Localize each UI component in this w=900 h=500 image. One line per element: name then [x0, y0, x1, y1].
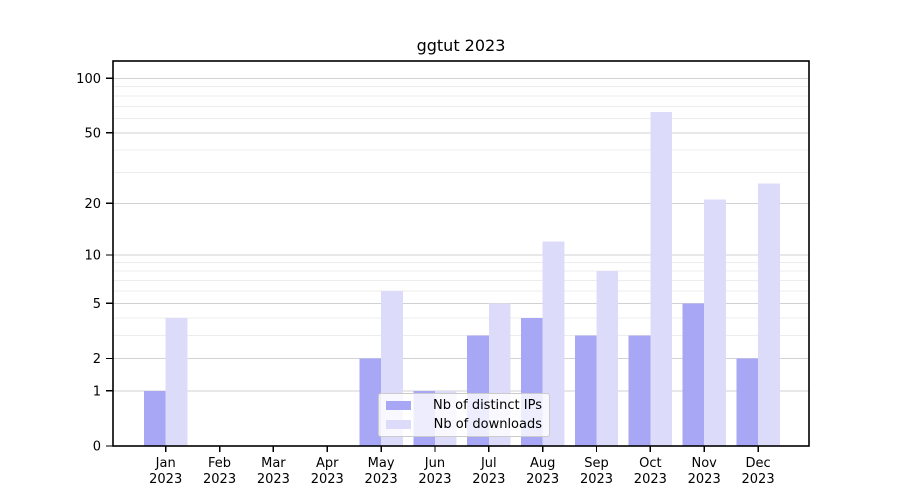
- x-tick-label-aug: Aug 2023: [526, 456, 559, 487]
- y-tick-label: 20: [84, 197, 101, 212]
- legend: Nb of distinct IPs Nb of downloads: [378, 393, 550, 437]
- y-tick-label: 1: [93, 384, 101, 399]
- bar-nov-distinct-ips: [682, 303, 705, 446]
- bar-oct-downloads: [650, 112, 673, 446]
- legend-swatch-distinct-ips-icon: [386, 401, 411, 411]
- y-tick-label: 50: [84, 126, 101, 141]
- bar-jan-distinct-ips: [144, 390, 166, 446]
- legend-swatch-downloads-icon: [386, 419, 411, 429]
- bar-oct-distinct-ips: [628, 335, 651, 446]
- legend-row-distinct-ips: Nb of distinct IPs: [386, 397, 542, 414]
- y-tick-label: 2: [93, 352, 101, 367]
- x-tick-label-feb: Feb 2023: [203, 456, 236, 487]
- bar-sep-distinct-ips: [574, 335, 597, 446]
- x-tick-label-jan: Jan 2023: [149, 456, 182, 487]
- x-tick-label-mar: Mar 2023: [257, 456, 290, 487]
- axes-frame: [112, 60, 810, 447]
- x-tick-label-jul: Jul 2023: [472, 456, 505, 487]
- y-tick-label: 10: [84, 248, 101, 263]
- y-tick-label: 100: [76, 72, 101, 87]
- x-tick-label-nov: Nov 2023: [688, 456, 721, 487]
- y-tick-label: 5: [93, 297, 101, 312]
- x-tick-label-apr: Apr 2023: [311, 456, 344, 487]
- bar-dec-downloads: [758, 183, 780, 447]
- x-tick-label-sep: Sep 2023: [580, 456, 613, 487]
- bar-may-distinct-ips: [359, 358, 382, 446]
- legend-label-distinct-ips: Nb of distinct IPs: [433, 398, 542, 414]
- chart-title: ggtut 2023: [417, 36, 506, 55]
- bar-jan-downloads: [165, 317, 188, 446]
- legend-row-downloads: Nb of downloads: [386, 416, 542, 433]
- x-tick-label-dec: Dec 2023: [742, 456, 775, 487]
- legend-label-downloads: Nb of downloads: [433, 416, 542, 432]
- x-tick-label-may: May 2023: [365, 456, 398, 487]
- bar-dec-distinct-ips: [736, 358, 759, 446]
- y-tick-label: 0: [93, 440, 101, 455]
- x-tick-label-jun: Jun 2023: [418, 456, 451, 487]
- x-tick-label-oct: Oct 2023: [634, 456, 667, 487]
- bar-sep-downloads: [596, 270, 619, 446]
- bar-nov-downloads: [704, 199, 726, 446]
